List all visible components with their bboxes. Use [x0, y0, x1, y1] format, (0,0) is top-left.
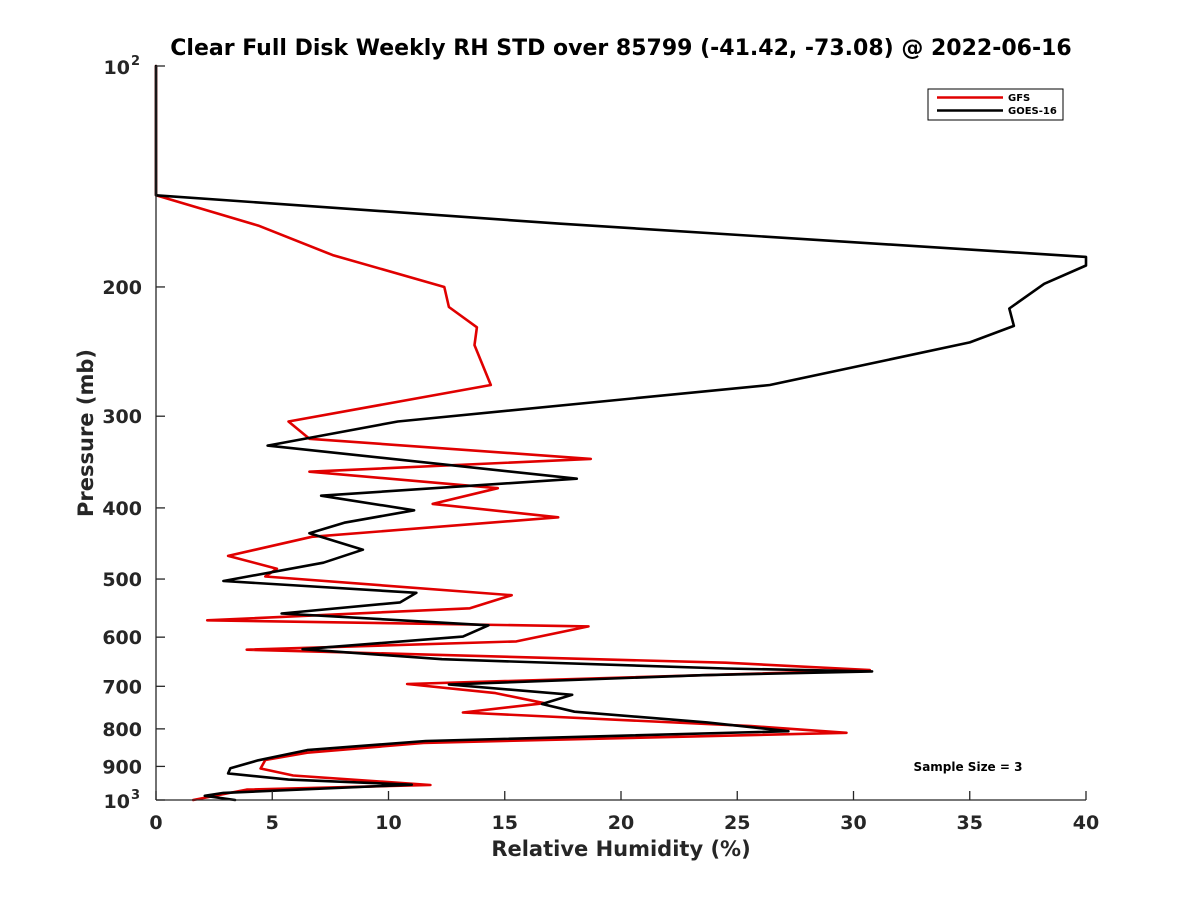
series-line-goes-16 [154, 64, 1088, 802]
series-line-gfs [154, 64, 872, 802]
y-tick-label: 300 [102, 406, 142, 428]
y-tick-label: 400 [102, 498, 142, 520]
x-tick-label: 35 [957, 812, 983, 834]
y-tick-label: 700 [102, 676, 142, 698]
x-tick-label: 40 [1073, 812, 1099, 834]
sample-size-annotation: Sample Size = 3 [914, 760, 1023, 774]
x-ticks: 0 5 10 15 20 25 30 35 40 [149, 791, 1099, 834]
series-layer [154, 64, 1088, 802]
y-tick-label: 10 [104, 791, 130, 813]
x-tick-label: 25 [724, 812, 750, 834]
y-tick-label-base: 10 [104, 57, 130, 79]
x-tick-label: 20 [608, 812, 634, 834]
x-tick-label: 10 [375, 812, 401, 834]
legend: GFS GOES-16 [927, 88, 1064, 121]
x-axis-label: Relative Humidity (%) [491, 837, 750, 861]
y-tick-label-base: 10 [104, 791, 130, 813]
chart-title: Clear Full Disk Weekly RH STD over 85799… [170, 36, 1071, 61]
y-tick-label: 900 [102, 756, 142, 778]
x-tick-label: 15 [492, 812, 518, 834]
y-tick-label: 800 [102, 719, 142, 741]
y-tick-label: 500 [102, 569, 142, 591]
y-tick-label: 600 [102, 627, 142, 649]
y-tick-label: 10 [104, 57, 130, 79]
legend-label-goes16: GOES-16 [1008, 106, 1057, 117]
x-tick-label: 5 [266, 812, 279, 834]
x-tick-label: 0 [149, 812, 162, 834]
y-axis-label: Pressure (mb) [74, 349, 98, 517]
y-tick-label-exponent: 2 [131, 54, 140, 69]
legend-label-gfs: GFS [1008, 93, 1030, 104]
x-tick-label: 30 [840, 812, 866, 834]
y-tick-label-exponent: 3 [131, 788, 140, 803]
legend-box [927, 88, 1064, 121]
y-tick-label: 200 [102, 277, 142, 299]
